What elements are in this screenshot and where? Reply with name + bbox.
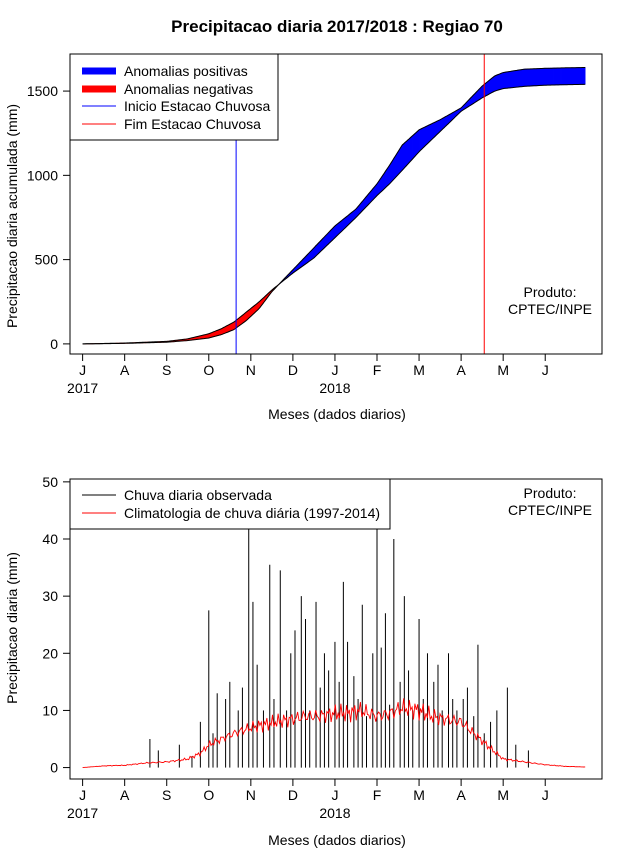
x-tick-label: D (288, 362, 298, 378)
x-axis: J A S O N D J F M A M J 2017 2018 (67, 354, 549, 396)
cumulative-lines (82, 67, 586, 345)
x-tick-label: D (288, 787, 298, 803)
x-tick-label: S (162, 787, 171, 803)
x-tick-label: J (542, 362, 549, 378)
x-tick-label: J (331, 787, 338, 803)
climatology-cumulative-line (82, 83, 586, 345)
x-tick-label: A (120, 787, 130, 803)
x-tick-label: S (162, 362, 171, 378)
x-tick-label: M (413, 362, 425, 378)
x-tick-label: M (497, 787, 509, 803)
x-tick-label: N (246, 362, 256, 378)
plot-frame (69, 53, 603, 355)
product-label-line2: CPTEC/INPE (508, 301, 592, 317)
x-axis-label: Meses (dados diarios) (268, 832, 406, 848)
y-tick-label: 30 (42, 588, 58, 604)
cumulative-chart: J A S O N D J F M A M J 2017 2018 0 500 1000 1500 Meses … (4, 53, 603, 422)
product-label-line1: Produto: (524, 284, 577, 300)
y-tick-label: 0 (50, 760, 58, 776)
legend: Chuva diaria observada Climatologia de c… (69, 478, 391, 530)
legend-label-season-end: Fim Estacao Chuvosa (124, 116, 261, 132)
legend: Anomalias positivas Anomalias negativas … (69, 53, 279, 141)
x-axis-label: Meses (dados diarios) (268, 406, 406, 422)
x-tick-label: J (79, 787, 86, 803)
y-tick-label: 0 (50, 336, 58, 352)
y-axis: 0 500 1000 1500 (27, 83, 70, 352)
legend-label-observed: Chuva diaria observada (124, 487, 272, 503)
y-tick-label: 500 (35, 252, 59, 268)
legend-label-positive: Anomalias positivas (124, 63, 248, 79)
x-tick-label: O (203, 787, 214, 803)
x-tick-label: F (373, 787, 382, 803)
legend-label-season-start: Inicio Estacao Chuvosa (124, 98, 271, 114)
year-label: 2018 (319, 380, 350, 396)
x-tick-label: J (79, 362, 86, 378)
y-tick-label: 1500 (27, 83, 58, 99)
x-tick-label: A (120, 362, 130, 378)
legend-box (69, 478, 391, 530)
product-label-line1: Produto: (524, 485, 577, 501)
product-label-line2: CPTEC/INPE (508, 502, 592, 518)
y-axis-label: Precipitacao diaria acumulada (mm) (4, 104, 20, 328)
y-axis: 0 10 20 30 40 50 (42, 474, 70, 776)
x-tick-label: M (497, 362, 509, 378)
year-label: 2018 (319, 805, 350, 821)
y-axis-label: Precipitacao diaria (mm) (4, 552, 20, 704)
x-tick-label: A (456, 362, 466, 378)
y-tick-label: 50 (42, 474, 58, 490)
observed-cumulative-line (82, 67, 586, 345)
x-tick-label: O (203, 362, 214, 378)
x-tick-label: A (456, 787, 466, 803)
y-tick-label: 20 (42, 645, 58, 661)
climatology-daily-line (82, 698, 586, 769)
y-tick-label: 40 (42, 531, 58, 547)
positive-anomaly-segment (583, 67, 586, 85)
x-tick-label: N (246, 787, 256, 803)
climatology-line (82, 698, 586, 769)
year-label: 2017 (67, 380, 98, 396)
y-tick-label: 1000 (27, 167, 58, 183)
chart-title: Precipitacao diaria 2017/2018 : Regiao 7… (171, 17, 503, 36)
legend-label-climatology: Climatologia de chuva diária (1997-2014) (124, 505, 380, 521)
x-tick-label: J (542, 787, 549, 803)
x-tick-label: F (373, 362, 382, 378)
legend-label-negative: Anomalias negativas (124, 81, 253, 97)
x-axis: J A S O N D J F M A M J 2017 2018 (67, 779, 549, 821)
x-tick-label: J (331, 362, 338, 378)
x-tick-label: M (413, 787, 425, 803)
daily-bars (149, 524, 529, 768)
y-tick-label: 10 (42, 702, 58, 718)
daily-chart: J A S O N D J F M A M J 2017 2018 0 10 20 30 40 50 Meses (… (4, 474, 603, 848)
year-label: 2017 (67, 805, 98, 821)
